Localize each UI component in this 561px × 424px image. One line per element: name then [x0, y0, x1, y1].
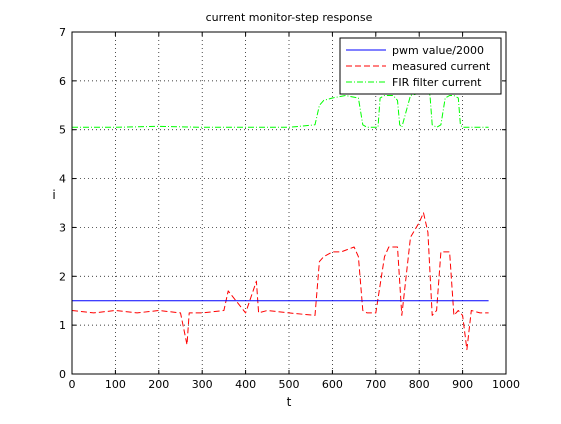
x-axis-label: t: [287, 395, 292, 409]
x-tick-label: 200: [148, 378, 169, 391]
series-line-2: [71, 212, 489, 351]
y-axis-label: i: [52, 188, 55, 202]
tick-labels: 0 100 200 300 400 500 600 700 800 900 1000 0 1 2 3 4 5 6 7: [59, 26, 520, 391]
legend-label: FIR filter current: [392, 76, 482, 89]
x-tick-label: 400: [235, 378, 256, 391]
x-tick-label: 0: [69, 378, 76, 391]
legend: pwm value/2000 measured current FIR filter…: [339, 37, 502, 95]
y-tick-label: 7: [59, 26, 66, 39]
legend-label: pwm value/2000: [392, 44, 484, 57]
x-tick-label: 800: [409, 378, 430, 391]
axis-ticks: [71, 31, 507, 375]
y-tick-label: 1: [59, 319, 66, 332]
x-tick-label: 300: [192, 378, 213, 391]
x-tick-label: 700: [365, 378, 386, 391]
x-tick-label: 500: [279, 378, 300, 391]
series-group: [71, 90, 489, 351]
x-tick-label: 1000: [492, 378, 520, 391]
y-tick-label: 3: [59, 221, 66, 234]
x-tick-label: 100: [105, 378, 126, 391]
y-tick-label: 5: [59, 124, 66, 137]
y-tick-label: 2: [59, 270, 66, 283]
y-tick-label: 0: [59, 368, 66, 381]
x-tick-label: 900: [452, 378, 473, 391]
series-line-3: [72, 90, 489, 128]
legend-label: measured current: [392, 60, 491, 73]
chart-title: current monitor-step response: [206, 11, 373, 24]
y-tick-label: 6: [59, 75, 66, 88]
x-tick-label: 600: [322, 378, 343, 391]
y-tick-label: 4: [59, 173, 66, 186]
